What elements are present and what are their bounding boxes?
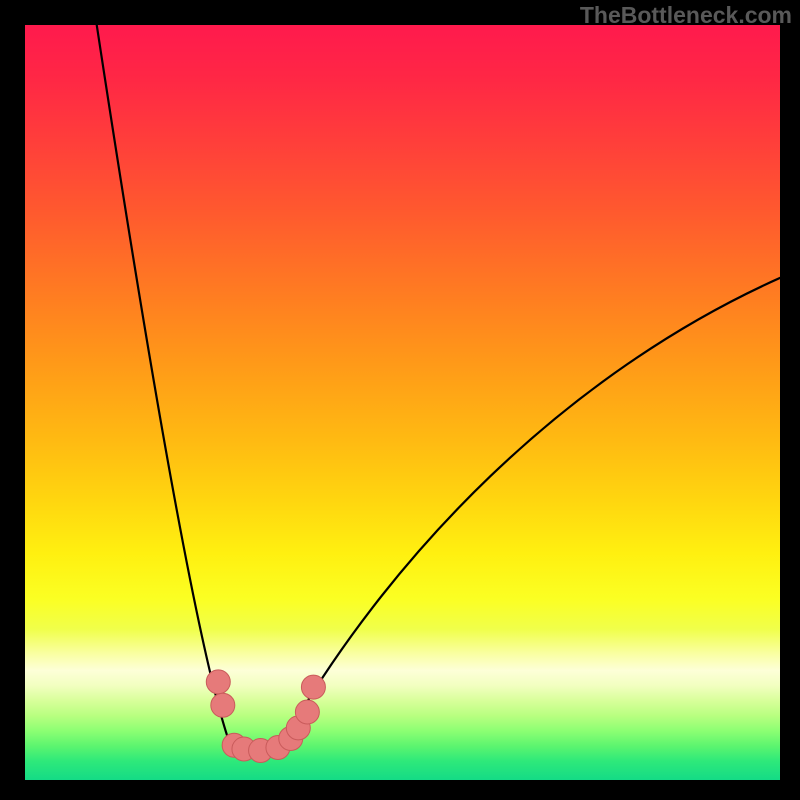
watermark-text: TheBottleneck.com (580, 2, 792, 29)
marker-point (295, 700, 319, 724)
chart-svg (25, 25, 780, 780)
chart-container: TheBottleneck.com (0, 0, 800, 800)
marker-point (206, 670, 230, 694)
plot-background (25, 25, 780, 780)
plot-area (25, 25, 780, 780)
marker-point (301, 675, 325, 699)
marker-point (211, 693, 235, 717)
